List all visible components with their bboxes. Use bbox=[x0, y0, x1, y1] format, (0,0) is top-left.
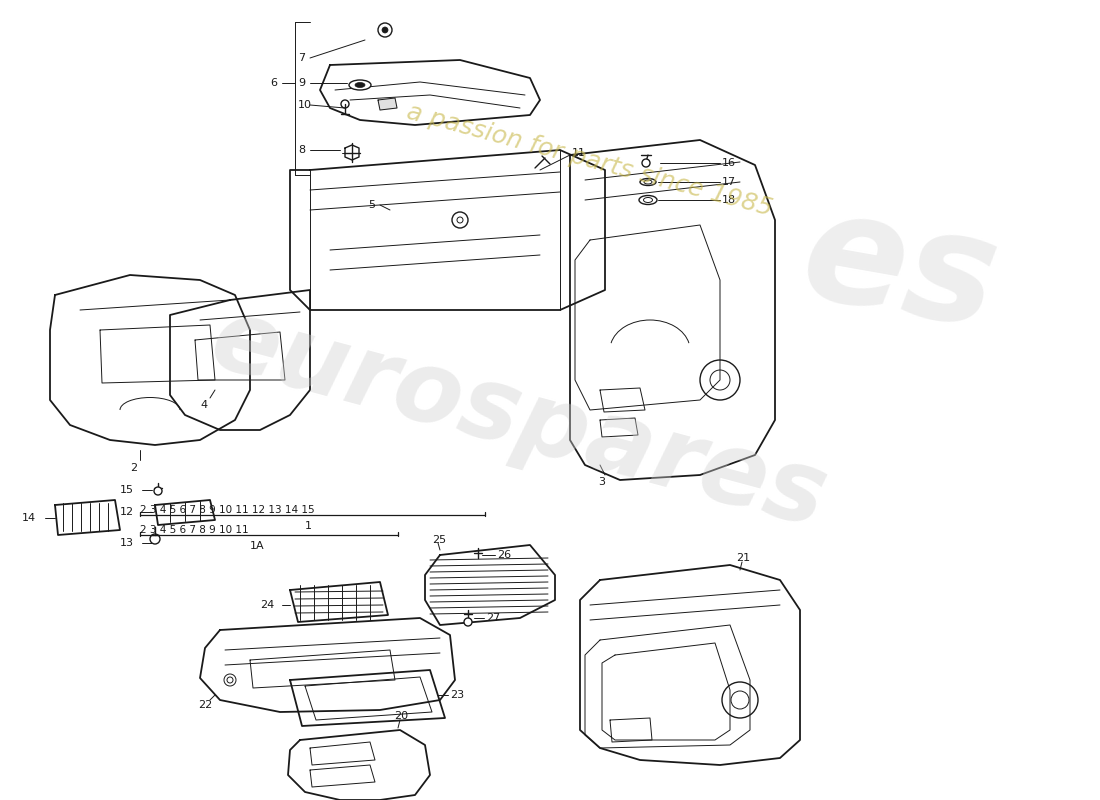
Polygon shape bbox=[155, 500, 214, 525]
Polygon shape bbox=[200, 618, 455, 712]
Polygon shape bbox=[425, 545, 556, 625]
Polygon shape bbox=[170, 290, 310, 430]
Text: 20: 20 bbox=[394, 711, 408, 721]
Polygon shape bbox=[55, 500, 120, 535]
Polygon shape bbox=[288, 730, 430, 800]
Text: 18: 18 bbox=[722, 195, 736, 205]
Circle shape bbox=[464, 618, 472, 626]
Text: 24: 24 bbox=[260, 600, 274, 610]
Text: 11: 11 bbox=[572, 148, 586, 158]
Text: 2: 2 bbox=[130, 463, 138, 473]
Text: 9: 9 bbox=[298, 78, 305, 88]
Text: 15: 15 bbox=[120, 485, 134, 495]
Text: 25: 25 bbox=[432, 535, 447, 545]
Text: a passion for parts since 1985: a passion for parts since 1985 bbox=[405, 99, 776, 221]
Polygon shape bbox=[290, 670, 446, 726]
Circle shape bbox=[382, 27, 388, 33]
Text: 10: 10 bbox=[298, 100, 312, 110]
Polygon shape bbox=[320, 60, 540, 125]
Polygon shape bbox=[290, 150, 605, 310]
Polygon shape bbox=[378, 98, 397, 110]
Text: 13: 13 bbox=[120, 538, 134, 548]
Text: 6: 6 bbox=[270, 78, 277, 88]
Text: 2 3 4 5 6 7 8 9 10 11 12 13 14 15: 2 3 4 5 6 7 8 9 10 11 12 13 14 15 bbox=[140, 505, 315, 515]
Text: 4: 4 bbox=[200, 400, 207, 410]
Text: 5: 5 bbox=[368, 200, 375, 210]
Text: 8: 8 bbox=[298, 145, 305, 155]
Polygon shape bbox=[50, 275, 250, 445]
Text: 22: 22 bbox=[198, 700, 212, 710]
Text: 21: 21 bbox=[736, 553, 750, 563]
Text: 2 3 4 5 6 7 8 9 10 11: 2 3 4 5 6 7 8 9 10 11 bbox=[140, 525, 249, 535]
Text: 17: 17 bbox=[722, 177, 736, 187]
Polygon shape bbox=[290, 582, 388, 622]
Text: 7: 7 bbox=[298, 53, 305, 63]
Ellipse shape bbox=[355, 82, 365, 87]
Polygon shape bbox=[570, 140, 776, 480]
Ellipse shape bbox=[349, 80, 371, 90]
Text: 26: 26 bbox=[497, 550, 512, 560]
Text: 27: 27 bbox=[486, 613, 500, 623]
Text: 1A: 1A bbox=[250, 541, 265, 551]
Polygon shape bbox=[580, 565, 800, 765]
Circle shape bbox=[154, 487, 162, 495]
Text: 3: 3 bbox=[598, 477, 605, 487]
Ellipse shape bbox=[639, 195, 657, 205]
Text: 16: 16 bbox=[722, 158, 736, 168]
Ellipse shape bbox=[640, 178, 656, 186]
Circle shape bbox=[642, 159, 650, 167]
Text: 12: 12 bbox=[120, 507, 134, 517]
Text: 14: 14 bbox=[22, 513, 36, 523]
Text: 1: 1 bbox=[305, 521, 312, 531]
Polygon shape bbox=[345, 145, 359, 160]
Text: eurospares: eurospares bbox=[200, 291, 836, 549]
Text: es: es bbox=[791, 180, 1009, 360]
Text: 23: 23 bbox=[450, 690, 464, 700]
